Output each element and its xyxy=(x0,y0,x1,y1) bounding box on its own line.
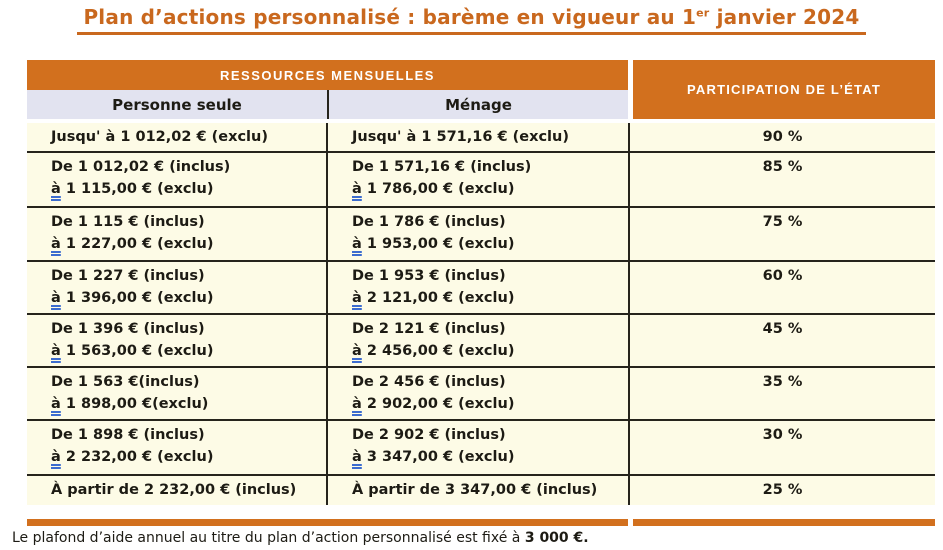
cell-participation: 45 % xyxy=(629,313,935,367)
table-row: À partir de 2 232,00 € (inclus) À partir … xyxy=(27,474,935,505)
table-row: De 1 227 € (inclus) à 1 396,00 € (exclu) D… xyxy=(27,260,935,314)
grammar-underlined-a: à xyxy=(51,396,61,412)
column-header-menage: Ménage xyxy=(327,90,628,119)
grammar-underlined-a: à xyxy=(51,449,61,465)
cell-participation: 25 % xyxy=(629,474,935,505)
page-title-text: Plan d’actions personnalisé : barème en … xyxy=(77,5,866,35)
cell-personne-seule: De 1 227 € (inclus) à 1 396,00 € (exclu) xyxy=(27,260,328,314)
grammar-underlined-a: à xyxy=(352,236,362,252)
grammar-underlined-a: à xyxy=(352,449,362,465)
grammar-underlined-a: à xyxy=(352,396,362,412)
table-row: De 1 563 €(inclus) à 1 898,00 €(exclu) De … xyxy=(27,366,935,420)
cell-personne-seule: À partir de 2 232,00 € (inclus) xyxy=(27,474,328,505)
bottom-orange-bar-right xyxy=(633,519,935,526)
bareme-table: Jusqu' à 1 012,02 € (exclu) Jusqu' à 1 57… xyxy=(27,123,935,505)
title-superscript: er xyxy=(696,6,710,20)
footer-text: Le plafond d’aide annuel au titre du pla… xyxy=(12,530,525,546)
cell-personne-seule: De 1 012,02 € (inclus) à 1 115,00 € (excl… xyxy=(27,151,328,207)
cell-menage: De 2 902 € (inclus) à 3 347,00 € (exclu) xyxy=(327,419,630,475)
grammar-underlined-a: à xyxy=(51,236,61,252)
footer-note: Le plafond d’aide annuel au titre du pla… xyxy=(12,530,932,546)
cell-menage: De 2 121 € (inclus) à 2 456,00 € (exclu) xyxy=(327,313,630,367)
participation-header: PARTICIPATION DE L’ÉTAT xyxy=(633,60,935,119)
cell-menage: À partir de 3 347,00 € (inclus) xyxy=(327,474,630,505)
cell-menage: De 1 953 € (inclus) à 2 121,00 € (exclu) xyxy=(327,260,630,314)
cell-participation: 85 % xyxy=(629,151,935,207)
footer-amount: 3 000 €. xyxy=(524,530,589,546)
grammar-underlined-a: à xyxy=(51,181,61,197)
grammar-underlined-a: à xyxy=(352,343,362,359)
page-title: Plan d’actions personnalisé : barème en … xyxy=(0,5,943,35)
cell-personne-seule: De 1 396 € (inclus) à 1 563,00 € (exclu) xyxy=(27,313,328,367)
resources-header-block: RESSOURCES MENSUELLES Personne seule Mén… xyxy=(27,60,628,119)
table-row: De 1 396 € (inclus) à 1 563,00 € (exclu) D… xyxy=(27,313,935,367)
grammar-underlined-a: à xyxy=(51,290,61,306)
cell-participation: 90 % xyxy=(629,123,935,152)
table-row: De 1 012,02 € (inclus) à 1 115,00 € (excl… xyxy=(27,151,935,207)
cell-personne-seule: De 1 898 € (inclus) à 2 232,00 € (exclu) xyxy=(27,419,328,475)
table-row: Jusqu' à 1 012,02 € (exclu) Jusqu' à 1 57… xyxy=(27,123,935,152)
bottom-orange-bar-left xyxy=(27,519,628,526)
table-body: Jusqu' à 1 012,02 € (exclu) Jusqu' à 1 57… xyxy=(27,123,935,505)
resources-header: RESSOURCES MENSUELLES xyxy=(27,60,628,90)
cell-menage: Jusqu' à 1 571,16 € (exclu) xyxy=(327,123,630,152)
cell-participation: 35 % xyxy=(629,366,935,420)
subheader-row: Personne seule Ménage xyxy=(27,90,628,119)
cell-personne-seule: Jusqu' à 1 012,02 € (exclu) xyxy=(27,123,328,152)
grammar-underlined-a: à xyxy=(352,181,362,197)
table-row: De 1 898 € (inclus) à 2 232,00 € (exclu) D… xyxy=(27,419,935,475)
cell-personne-seule: De 1 563 €(inclus) à 1 898,00 €(exclu) xyxy=(27,366,328,420)
table-row: De 1 115 € (inclus) à 1 227,00 € (exclu) D… xyxy=(27,206,935,261)
grammar-underlined-a: à xyxy=(51,343,61,359)
cell-participation: 60 % xyxy=(629,260,935,314)
cell-menage: De 2 456 € (inclus) à 2 902,00 € (exclu) xyxy=(327,366,630,420)
cell-personne-seule: De 1 115 € (inclus) à 1 227,00 € (exclu) xyxy=(27,206,328,261)
grammar-underlined-a: à xyxy=(352,290,362,306)
cell-participation: 75 % xyxy=(629,206,935,261)
cell-menage: De 1 571,16 € (inclus) à 1 786,00 € (excl… xyxy=(327,151,630,207)
cell-participation: 30 % xyxy=(629,419,935,475)
cell-menage: De 1 786 € (inclus) à 1 953,00 € (exclu) xyxy=(327,206,630,261)
column-header-personne-seule: Personne seule xyxy=(112,95,242,114)
